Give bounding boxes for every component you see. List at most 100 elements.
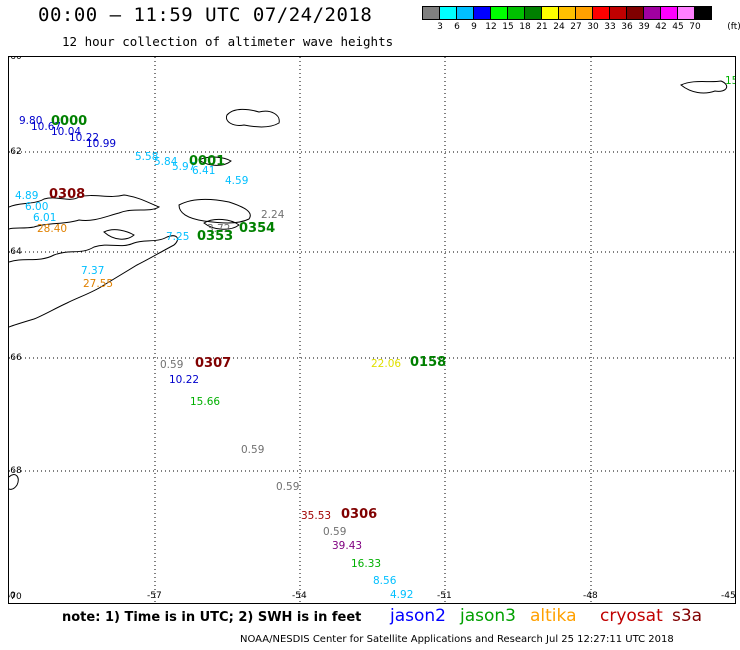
color-swatch — [558, 6, 576, 20]
wave-height-observation: 6.01 — [33, 212, 57, 224]
wave-height-observation: 10.22 — [69, 132, 100, 144]
latitude-label: -62 — [8, 147, 22, 157]
island-south-orkney — [680, 80, 728, 94]
color-swatch — [490, 6, 508, 20]
island-small-2 — [103, 229, 135, 240]
wave-height-observation: 0.59 — [323, 526, 347, 538]
page-subtitle: 12 hour collection of altimeter wave hei… — [62, 34, 394, 49]
color-scale-label: 39 — [638, 22, 650, 32]
page-title: 00:00 – 11:59 UTC 07/24/2018 — [38, 4, 373, 26]
coastline — [9, 80, 728, 490]
island-king-george — [225, 108, 280, 128]
color-scale-bar — [422, 6, 712, 20]
color-swatch — [439, 6, 457, 20]
color-scale-labels: 3 6 9 12 15 18 21 24 27 30 33 36 39 42 45 70 (ft) — [422, 22, 740, 36]
wave-height-observation: 5.97 — [172, 161, 196, 173]
color-swatch — [422, 6, 440, 20]
longitude-label: -45 — [721, 591, 736, 601]
legend-satellite-cryosat: cryosat — [600, 606, 663, 626]
wave-height-observation: 10.04 — [51, 126, 82, 138]
wave-height-map[interactable]: -60-62-64-66-68-70-60-57-54-51-48-459.80… — [8, 56, 736, 604]
color-scale-label: 9 — [471, 22, 477, 32]
wave-height-observation: 16.33 — [351, 558, 382, 570]
color-scale-label: 70 — [689, 22, 701, 32]
color-swatch — [524, 6, 542, 20]
legend-satellite-jason3: jason3 — [460, 606, 516, 626]
wave-height-observation: 22.06 — [371, 358, 402, 370]
wave-height-observation: 7.37 — [81, 265, 105, 277]
color-swatch — [609, 6, 627, 20]
pass-time-label: 0354 — [239, 221, 276, 236]
legend-satellite-s3a: s3a — [672, 606, 703, 626]
wave-height-observation: 0.59 — [241, 444, 265, 456]
wave-height-observation: 15. — [725, 75, 735, 87]
color-scale-label: 24 — [553, 22, 565, 32]
color-scale-label: (ft) — [727, 22, 740, 32]
latitude-label: -64 — [8, 247, 22, 257]
color-scale-label: 3 — [437, 22, 443, 32]
map-canvas — [9, 57, 735, 603]
wave-height-observation: 10.22 — [169, 374, 200, 386]
latitude-label: -66 — [8, 353, 22, 363]
color-swatch — [694, 6, 712, 20]
color-scale-label: 18 — [519, 22, 531, 32]
wave-height-observation: 6.00 — [25, 201, 49, 213]
color-scale-label: 12 — [485, 22, 497, 32]
color-swatch — [626, 6, 644, 20]
color-swatch — [473, 6, 491, 20]
pass-time-label: 0306 — [341, 507, 378, 522]
peninsula-coast — [9, 235, 178, 328]
coast-south — [9, 474, 19, 490]
wave-height-observation: 10.67 — [31, 121, 62, 133]
color-scale-label: 42 — [655, 22, 667, 32]
latitude-label: -60 — [8, 56, 22, 62]
color-scale-label: 30 — [587, 22, 599, 32]
color-swatch — [575, 6, 593, 20]
pass-time-label: 0158 — [410, 355, 447, 370]
pass-time-label: 0353 — [197, 229, 234, 244]
color-swatch — [456, 6, 474, 20]
wave-height-observation: 0.59 — [160, 359, 184, 371]
longitude-label: -51 — [437, 591, 452, 601]
color-swatch — [643, 6, 661, 20]
longitude-label: -48 — [583, 591, 598, 601]
wave-height-observation: 15.66 — [190, 396, 221, 408]
wave-height-observation: 10.99 — [86, 138, 117, 150]
wave-height-observation: 35.53 — [301, 510, 332, 522]
latitude-label: -70 — [8, 592, 22, 602]
color-scale-label: 6 — [454, 22, 460, 32]
color-swatch — [507, 6, 525, 20]
wave-height-observation: 9.80 — [19, 115, 43, 127]
legend-satellite-altika: altika — [530, 606, 577, 626]
island-small-1 — [198, 156, 232, 166]
footer-credit: NOAA/NESDIS Center for Satellite Applica… — [240, 634, 674, 645]
wave-height-observation: 5.84 — [154, 156, 178, 168]
pass-time-label: 0001 — [189, 154, 226, 169]
color-scale-label: 27 — [570, 22, 582, 32]
color-swatch — [660, 6, 678, 20]
peninsula-north-shore — [9, 194, 161, 230]
wave-height-observation: 39.43 — [332, 540, 363, 552]
wave-height-observation: 5.58 — [135, 151, 159, 163]
color-swatch — [592, 6, 610, 20]
wave-height-observation: 4.59 — [225, 175, 249, 187]
wave-height-observation: 8.56 — [373, 575, 397, 587]
color-scale-label: 36 — [621, 22, 633, 32]
pass-time-label: 0000 — [51, 114, 88, 129]
wave-height-observation: 7.25 — [166, 231, 190, 243]
color-swatch — [677, 6, 695, 20]
wave-height-observation: 6.41 — [192, 165, 216, 177]
color-scale-label: 15 — [502, 22, 514, 32]
color-scale-label: 45 — [672, 22, 684, 32]
wave-height-observation: 2.24 — [261, 209, 285, 221]
island-dundee — [203, 218, 240, 230]
units-note: note: 1) Time is in UTC; 2) SWH is in fe… — [62, 610, 362, 625]
pass-time-label: 0307 — [195, 356, 232, 371]
island-joinville — [178, 198, 251, 224]
wave-height-observation: 0.59 — [276, 481, 300, 493]
legend-satellite-jason2: jason2 — [390, 606, 446, 626]
longitude-label: -54 — [292, 591, 307, 601]
longitude-label: -60 — [9, 591, 16, 601]
color-swatch — [541, 6, 559, 20]
color-scale-label: 21 — [536, 22, 548, 32]
